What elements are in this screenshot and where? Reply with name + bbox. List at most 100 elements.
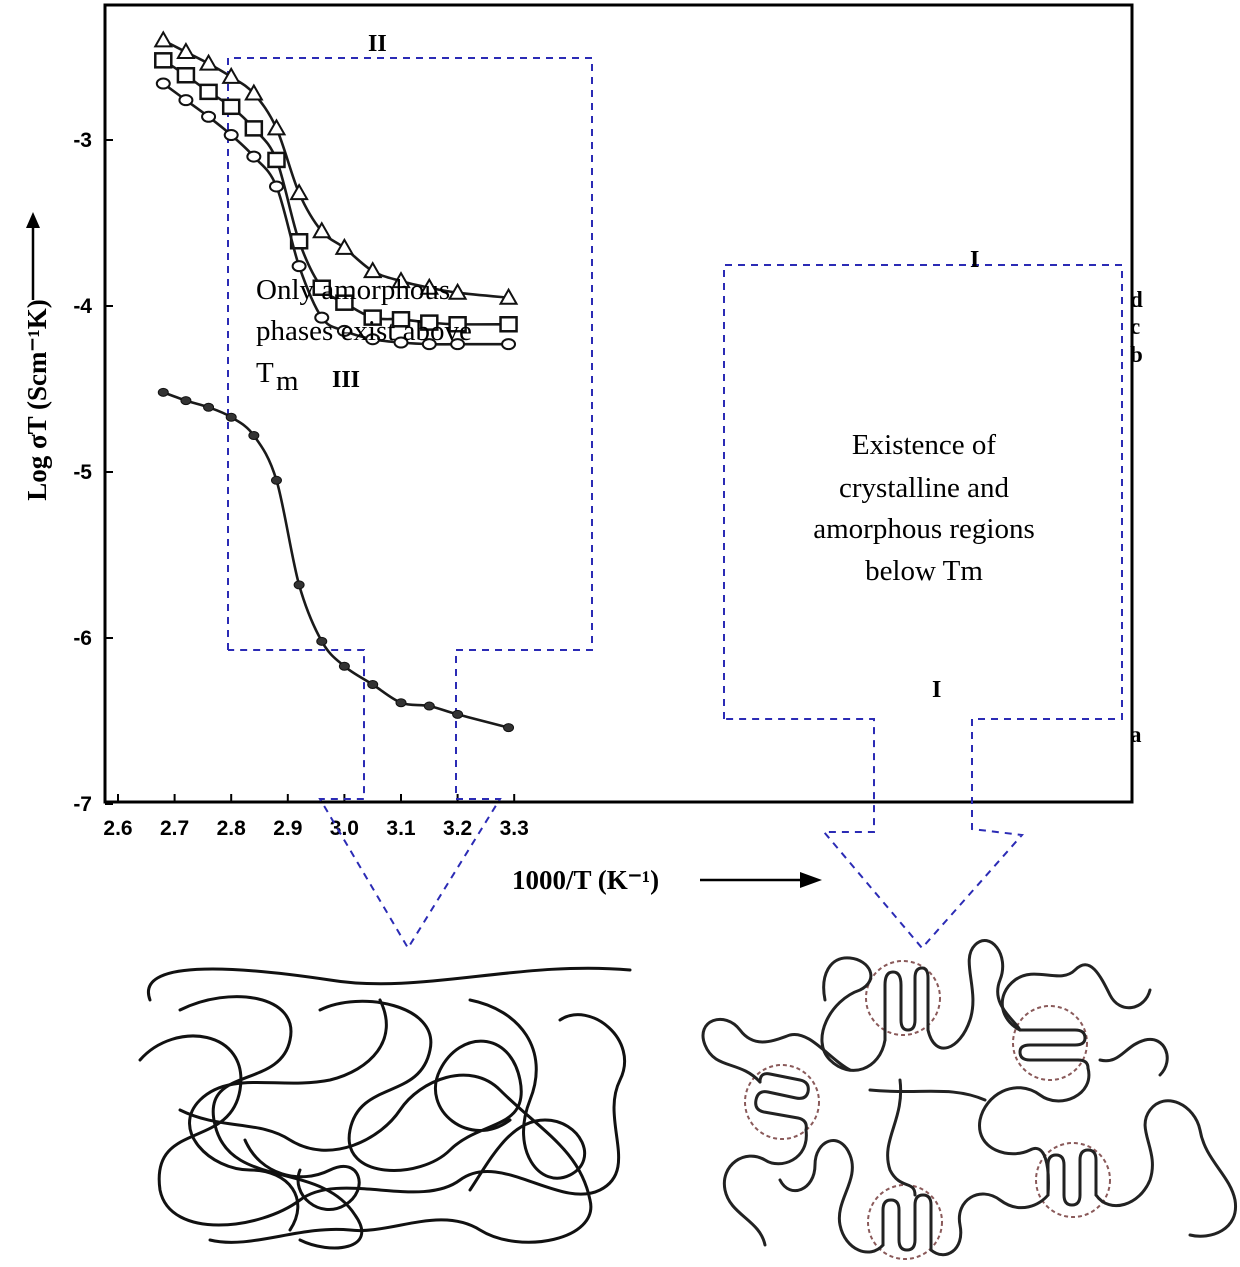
link-8 [1094,1099,1237,1238]
x-tick-label: 2.7 [160,817,189,840]
data-point-d [362,261,383,279]
data-point-d [266,118,287,136]
data-point-d [244,83,264,101]
data-point-d [198,53,219,71]
data-point-c [312,279,332,296]
amorphous-chains-illustration [138,966,632,1250]
data-point-c [244,120,264,137]
data-point-b [501,338,517,351]
above-tm-subscript: m [276,365,299,397]
crystallite-2 [1012,1005,1088,1081]
data-point-a [423,701,435,711]
above-tm-line-1: Only amorphous [256,274,450,306]
crystallite-4 [1035,1142,1111,1218]
chain-5 [178,1073,593,1244]
data-point-b [178,94,194,107]
region-i-bottom-label: I [932,677,941,703]
data-point-c [154,52,173,69]
series-label-a: a [1130,722,1142,747]
data-point-d [176,42,196,60]
plot-frame [103,3,1134,804]
y-tick-label: -5 [73,461,92,484]
data-point-a [367,679,379,689]
data-point-c [499,316,518,333]
link-2 [926,939,1022,1050]
chain-6 [188,998,388,1232]
chain-7 [468,998,587,1192]
dashed-region-outlines [227,57,1123,950]
chain-1 [146,966,632,1002]
link-11 [868,1088,987,1102]
data-point-d [221,66,241,84]
data-point-c [448,316,467,333]
data-point-d [334,237,355,255]
data-point-c [335,294,354,311]
link-7 [929,1192,1050,1257]
series-group [153,30,519,733]
x-tick-label: 3.0 [330,817,359,840]
data-point-b [201,110,217,123]
data-point-a [270,475,282,485]
series-label-b: b [1130,342,1143,367]
data-point-c [176,67,196,84]
series-line-d [162,39,509,299]
data-point-b [291,260,307,273]
data-point-c [391,311,411,328]
data-point-d [498,287,519,305]
x-axis-label-group: 1000/T (K⁻¹) [512,865,822,895]
series-a [157,387,515,733]
link-5 [722,1128,808,1247]
x-tick-label: 3.1 [386,817,416,840]
data-point-d [153,30,174,48]
region-i-top-label: I [970,247,979,273]
data-point-b [336,324,352,337]
series-c [154,52,518,333]
data-point-c [199,83,218,101]
region-above-tm-outline [227,57,593,950]
below-tm-note: Existence of crystalline and amorphous r… [813,429,1035,587]
below-tm-line-4: below Tm [865,555,983,587]
below-tm-line-1: Existence of [852,429,996,461]
link-1 [820,956,887,1072]
data-point-a [503,723,515,733]
link-10 [886,1078,917,1197]
data-point-d [312,221,332,239]
x-tick-label: 2.6 [103,817,132,840]
link-12 [1098,1037,1169,1077]
below-tm-line-2: crystalline and [839,472,1009,504]
data-point-b [365,333,381,346]
fold-1 [883,966,930,1042]
region-ii-label: II [368,31,387,57]
chain-4 [318,999,523,1172]
chain-8 [243,1138,361,1212]
link-9 [1000,963,1152,1032]
crystallite-circles [744,960,1111,1260]
data-point-c [363,309,382,326]
y-tick-label: -4 [73,295,92,318]
data-point-b [450,338,466,351]
x-tick-label: 3.3 [500,817,529,840]
folded-chains [754,966,1098,1252]
data-point-a [338,661,350,671]
data-point-c [221,98,241,116]
fold-4 [1046,1148,1098,1207]
x-tick-label: 2.8 [217,817,247,840]
above-tm-line-3: T [256,357,274,389]
link-3 [978,1066,1091,1197]
x-axis-label: 1000/T (K⁻¹) [512,865,659,895]
above-tm-line-2: phases exist above [256,315,472,347]
data-point-d [447,282,468,300]
crystallite-3 [744,1064,820,1140]
data-point-d [391,271,411,289]
x-axis-arrow-icon [800,872,822,888]
series-line-a [162,391,509,729]
region-iii-label: III [332,367,360,393]
data-point-b [155,77,171,90]
region-below-tm-outline [723,264,1123,950]
series-label-c: c [1130,314,1140,339]
data-point-b [393,336,409,349]
data-point-a [316,636,328,646]
series-label-d: d [1130,287,1143,312]
fold-2 [1018,1028,1090,1070]
